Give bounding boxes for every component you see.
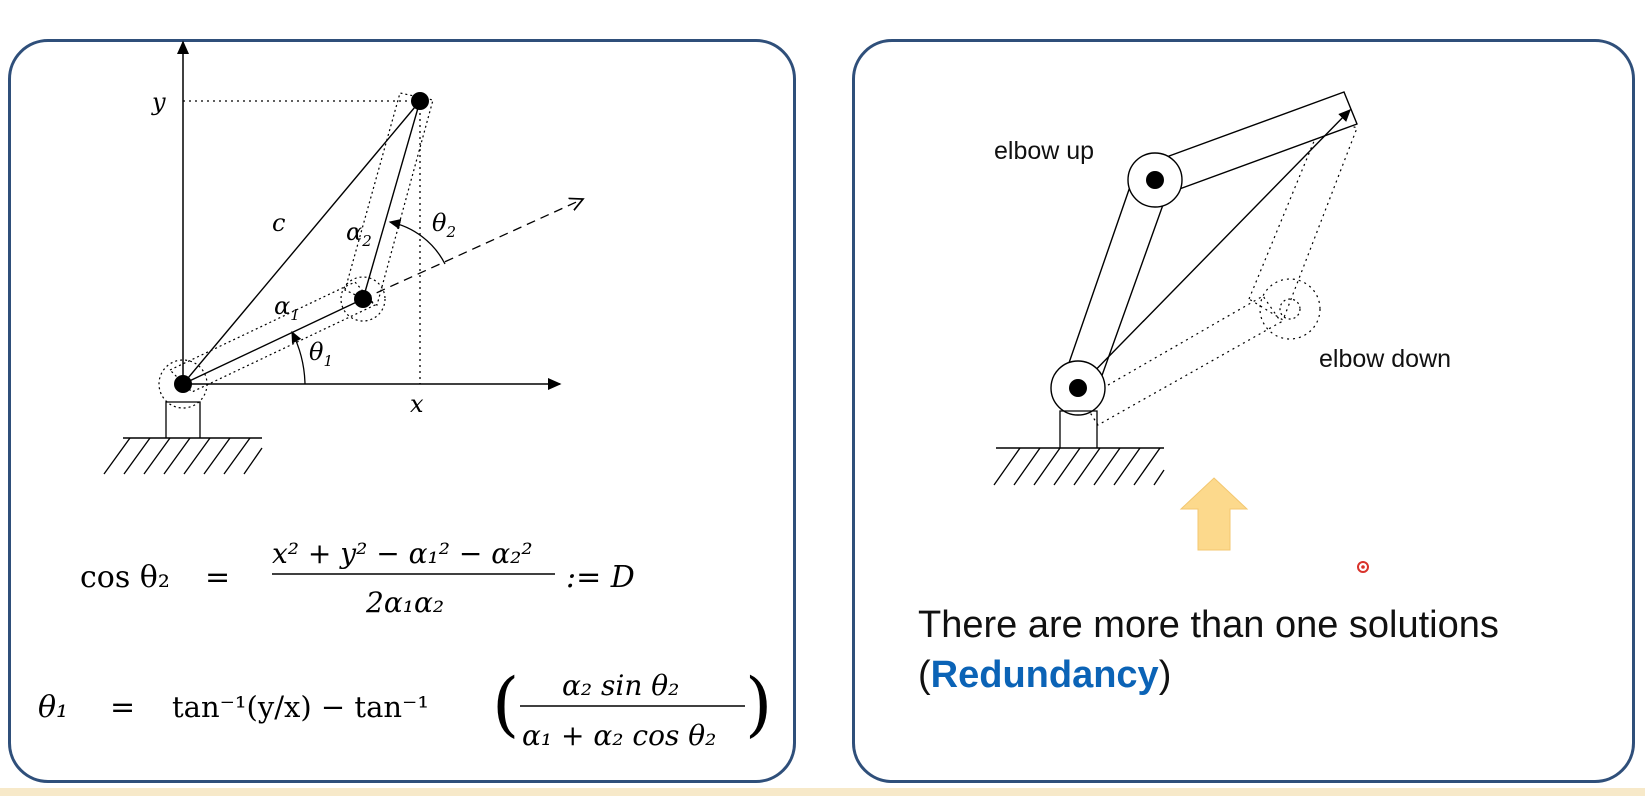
theta1-arc [291,330,306,385]
eq2-term1: tan⁻¹(y/x) − tan⁻¹ [172,690,429,724]
bottom-strip [0,788,1645,796]
eq1-suffix: := D [566,560,635,595]
eq2-right-paren: ) [745,663,772,745]
theta2-arc [388,219,446,265]
eq2-equals: = [110,690,135,725]
link2 [362,100,421,300]
eq2-left-paren: ( [492,663,519,745]
elbow-down-label: elbow down [1319,345,1451,373]
theta1-label: θ1 [309,338,333,370]
base-joint-outline [158,359,208,409]
elbow-down-link1 [1081,295,1282,426]
solution-text-line1: There are more than one solutions [918,604,1499,646]
elbow-up-label: elbow up [994,137,1094,165]
c-label: c [272,209,285,237]
elbow-down-joint [1259,278,1321,340]
ground-hatch [103,437,263,475]
pointer-dot [1357,561,1369,573]
elbow-down-joint-inner [1279,298,1301,320]
elbow-joint [354,290,372,308]
reach-line [1077,108,1351,389]
eq1-lhs: cos θ₂ [80,560,170,595]
eq2-denominator: α₁ + α₂ cos θ₂ [522,719,716,752]
alpha2-label: α2 [346,218,372,250]
base-mount [165,401,201,438]
link1-extension [362,199,583,300]
paren-open: ( [918,654,931,696]
pointer-dot-center [1361,565,1365,569]
redundancy-statement: There are more than one solutions (Redun… [918,600,1618,700]
eq1-numerator: x² + y² − α₁² − α₂² [272,537,533,570]
theta2-label: θ2 [432,209,456,241]
link1-outline [168,281,376,393]
x-label: x [410,390,424,418]
link1 [182,298,364,385]
right-ground-hatch [993,447,1165,486]
elbow-down-link2 [1248,116,1358,321]
link-c [182,100,421,385]
end-effector [411,92,429,110]
right-base-joint-center [1069,379,1087,397]
elbow-up-joint-center [1146,171,1164,189]
eq2-lhs: θ₁ [38,690,68,725]
y-label: y [151,88,166,116]
elbow-joint-outline [340,276,386,322]
base-joint [174,375,192,393]
paren-close: ) [1158,654,1172,696]
eq1-denominator: 2α₁α₂ [365,586,444,619]
up-arrow-icon [1179,477,1249,551]
eq2-numerator: α₂ sin θ₂ [562,669,679,702]
redundancy-highlight: Redundancy [930,654,1159,696]
eq1-equals: = [205,560,230,595]
right-base-mount [1059,410,1098,448]
alpha1-label: α1 [274,292,300,324]
link2-outline [344,92,434,306]
